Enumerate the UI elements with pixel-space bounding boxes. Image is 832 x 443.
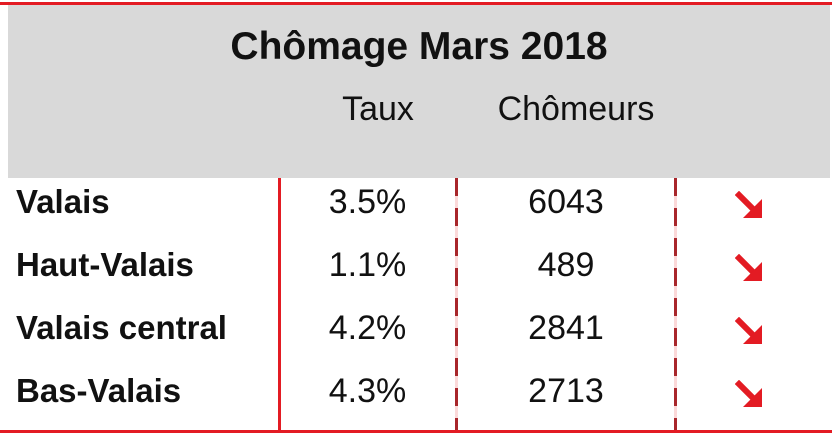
arrow-down-right-icon [735, 191, 762, 218]
column-divider [455, 178, 458, 430]
column-header-rate: Taux [342, 90, 414, 128]
unemployed-count: 6043 [528, 183, 604, 221]
column-divider [674, 178, 677, 430]
unemployment-rate: 1.1% [328, 246, 407, 284]
table-row: Haut-Valais 1.1% 489 [0, 237, 832, 300]
column-divider [278, 178, 281, 430]
region-name: Haut-Valais [16, 246, 194, 283]
table-title: Chômage Mars 2018 [230, 25, 608, 68]
unemployed-count: 489 [537, 246, 595, 284]
unemployment-rate: 4.2% [328, 309, 407, 347]
table-header: Chômage Mars 2018 Taux Chômeurs [8, 5, 830, 178]
unemployed-count: 2713 [528, 372, 604, 410]
top-rule [0, 2, 832, 5]
unemployment-rate: 4.3% [328, 372, 407, 410]
table-row: Valais 3.5% 6043 [0, 174, 832, 237]
region-name: Valais central [16, 309, 227, 346]
table-row: Valais central 4.2% 2841 [0, 300, 832, 363]
unemployed-count: 2841 [528, 309, 604, 347]
arrow-down-right-icon [735, 254, 762, 281]
bottom-rule [0, 430, 832, 433]
arrow-down-right-icon [735, 317, 762, 344]
arrow-down-right-icon [735, 380, 762, 407]
table-row: Bas-Valais 4.3% 2713 [0, 363, 832, 426]
column-header-unemployed: Chômeurs [497, 90, 655, 128]
region-name: Valais [16, 183, 110, 220]
unemployment-rate: 3.5% [328, 183, 407, 221]
region-name: Bas-Valais [16, 372, 182, 409]
